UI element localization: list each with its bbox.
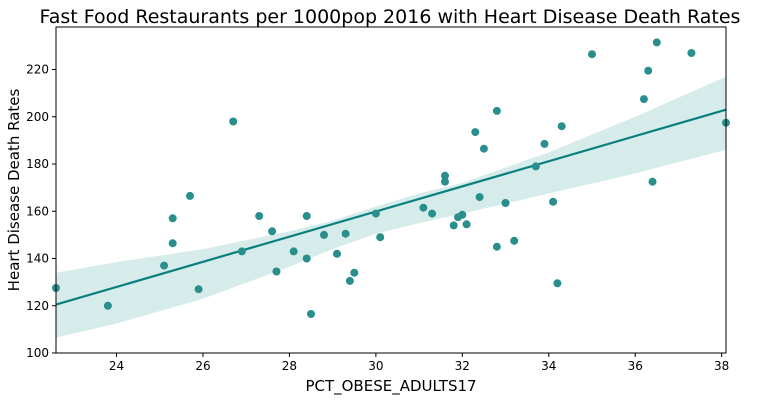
data-point	[449, 221, 458, 230]
data-point	[428, 209, 437, 218]
data-point	[441, 171, 449, 180]
x-tick-label: 30	[368, 359, 383, 373]
x-tick-label: 28	[282, 359, 297, 373]
data-point	[160, 261, 169, 270]
data-point	[441, 177, 449, 186]
y-tick-label: 200	[26, 110, 49, 124]
data-point	[462, 220, 471, 229]
data-point	[268, 227, 277, 236]
x-tick-label: 34	[541, 359, 556, 373]
y-tick-label: 160	[26, 204, 49, 218]
x-tick-label: 36	[628, 359, 643, 373]
x-axis-ticks: 24 26 28 30 32 34 36 38	[109, 353, 729, 373]
data-point	[492, 242, 501, 251]
data-point	[553, 279, 562, 288]
data-point	[588, 50, 596, 59]
data-point	[320, 230, 328, 239]
data-point	[557, 122, 566, 131]
data-point	[307, 310, 315, 318]
y-tick-label: 220	[26, 63, 49, 77]
data-point	[194, 285, 203, 294]
y-axis-label: Heart Disease Death Rates	[5, 89, 23, 292]
data-point	[479, 144, 488, 153]
data-point	[333, 249, 341, 258]
data-point	[648, 177, 657, 186]
data-point	[471, 128, 480, 137]
data-point	[644, 66, 653, 75]
data-point	[458, 210, 467, 219]
data-point	[371, 209, 380, 218]
data-point	[289, 247, 298, 256]
data-point	[237, 247, 246, 256]
data-point	[302, 254, 311, 263]
y-tick-label: 120	[26, 299, 49, 313]
data-point	[419, 203, 428, 212]
data-point	[475, 193, 484, 202]
plot-frame	[55, 26, 727, 354]
data-point	[531, 162, 540, 171]
regression-line	[55, 108, 727, 306]
y-tick-label: 140	[26, 252, 49, 266]
regression-line-layer	[55, 108, 727, 306]
data-point	[229, 117, 238, 126]
data-point	[540, 139, 549, 148]
x-axis-label: PCT_OBESE_ADULTS17	[305, 377, 476, 396]
data-point	[255, 212, 264, 220]
data-point	[639, 95, 648, 104]
data-point	[103, 301, 112, 310]
x-tick-label: 38	[714, 359, 729, 373]
data-point	[168, 239, 177, 248]
data-point	[549, 197, 558, 206]
x-tick-label: 32	[455, 359, 470, 373]
data-point	[510, 236, 519, 245]
x-tick-label: 26	[195, 359, 210, 373]
data-point	[687, 49, 696, 57]
chart-title: Fast Food Restaurants per 1000pop 2016 w…	[40, 6, 741, 28]
data-points-layer	[52, 38, 730, 318]
data-point	[492, 106, 501, 115]
x-tick-label: 24	[109, 359, 124, 373]
y-tick-label: 180	[26, 157, 49, 171]
data-point	[272, 267, 281, 276]
data-point	[376, 233, 385, 242]
data-point	[186, 191, 194, 200]
data-point	[341, 229, 350, 238]
data-point	[168, 214, 177, 223]
data-point	[345, 276, 354, 285]
data-point	[302, 212, 311, 220]
data-point	[501, 199, 510, 207]
y-tick-label: 100	[26, 346, 49, 360]
data-point	[350, 268, 359, 277]
data-point	[652, 38, 661, 47]
y-axis-ticks: 100 120 140 160 180 200 220	[26, 63, 56, 360]
